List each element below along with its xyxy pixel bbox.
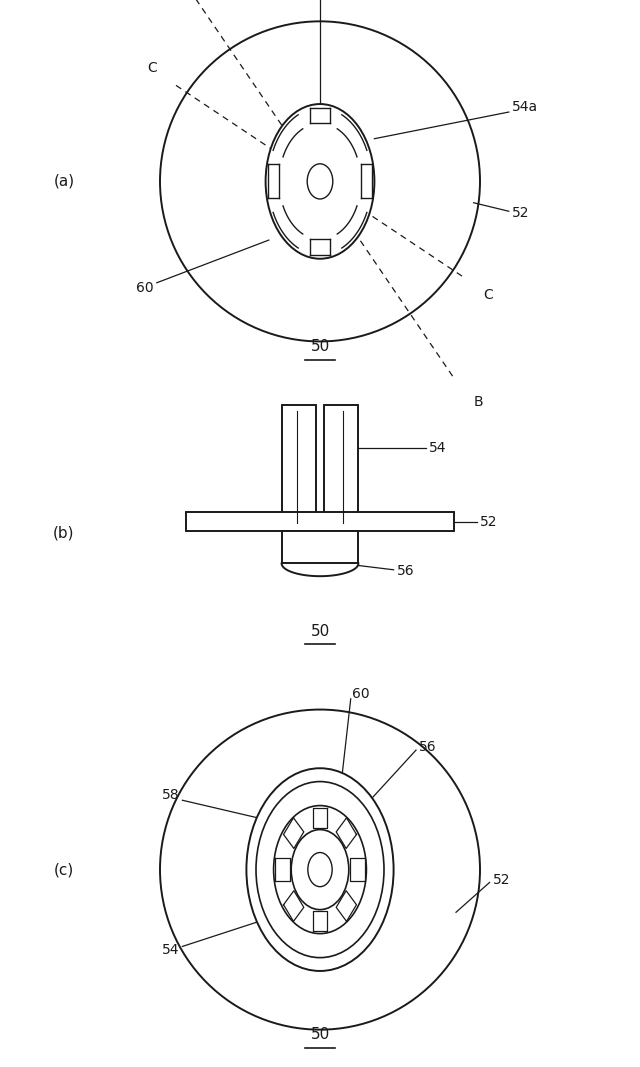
Ellipse shape	[266, 105, 374, 258]
Text: 56: 56	[397, 563, 415, 578]
Text: (a): (a)	[53, 174, 75, 189]
Text: C: C	[483, 288, 493, 302]
Ellipse shape	[274, 806, 366, 934]
Text: 52: 52	[493, 873, 510, 888]
Text: 50: 50	[310, 339, 330, 354]
Bar	[282, 405, 316, 528]
Text: C: C	[147, 61, 157, 75]
Text: 54: 54	[162, 942, 179, 957]
Ellipse shape	[307, 163, 333, 198]
Text: (b): (b)	[53, 526, 75, 541]
Text: B: B	[474, 395, 483, 409]
Ellipse shape	[246, 768, 394, 971]
Text: 54: 54	[429, 442, 446, 456]
Text: 54a: 54a	[512, 99, 538, 114]
Text: 60: 60	[352, 686, 370, 701]
Text: 52: 52	[512, 206, 529, 221]
Bar	[186, 512, 454, 531]
Text: 56: 56	[419, 739, 437, 754]
Text: 50: 50	[310, 624, 330, 639]
Text: 50: 50	[310, 1028, 330, 1042]
Ellipse shape	[256, 781, 384, 958]
Ellipse shape	[308, 853, 332, 887]
Bar	[324, 405, 358, 528]
Text: (c): (c)	[54, 862, 74, 877]
Text: 58: 58	[161, 787, 179, 802]
Text: 60: 60	[136, 281, 154, 296]
Bar	[282, 531, 358, 563]
Ellipse shape	[291, 830, 349, 909]
Text: 52: 52	[480, 514, 497, 529]
